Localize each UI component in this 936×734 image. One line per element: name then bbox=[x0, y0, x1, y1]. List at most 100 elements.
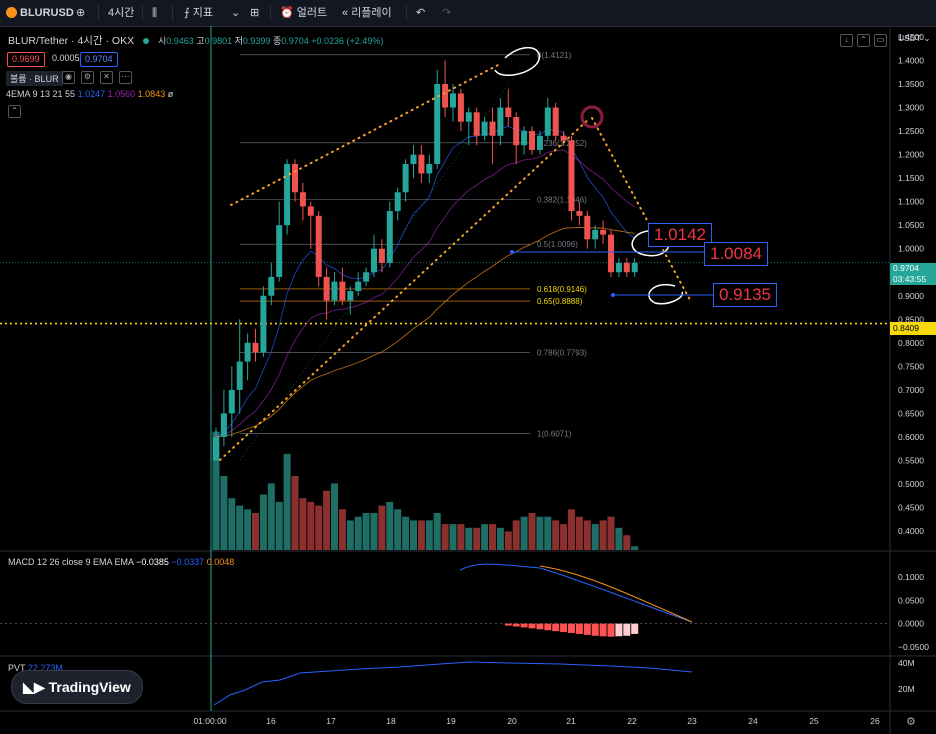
down-trend-line bbox=[591, 117, 691, 301]
currency-label[interactable]: USDT ⌄ bbox=[898, 33, 931, 43]
alert-button[interactable]: ⏰ 얼러트 bbox=[280, 7, 328, 19]
candle-body bbox=[600, 229, 607, 235]
macd-histogram-bar bbox=[583, 623, 591, 635]
callout-2[interactable]: 1.0084 bbox=[704, 242, 768, 266]
candle-body bbox=[623, 262, 630, 273]
volume-bar bbox=[212, 431, 220, 550]
candle-body bbox=[434, 84, 441, 165]
callout-3[interactable]: 0.9135 bbox=[713, 283, 777, 307]
y-tick-label: 0.4500 bbox=[898, 502, 924, 512]
candle-body bbox=[552, 107, 559, 136]
macd-histogram-bar bbox=[528, 623, 536, 629]
y-tick-label: 0.9000 bbox=[898, 291, 924, 301]
volume-bar bbox=[623, 535, 631, 550]
maximize-pane-icon[interactable]: ▭ bbox=[874, 34, 887, 47]
y-tick-label: 1.3000 bbox=[898, 103, 924, 113]
ema-line bbox=[215, 125, 635, 438]
add-symbol-icon[interactable]: ⊕ bbox=[76, 7, 86, 19]
volume-bar bbox=[433, 513, 441, 550]
volume-bar bbox=[252, 513, 259, 550]
macd-histogram-bar bbox=[544, 623, 552, 631]
templates-icon[interactable]: ⊞ bbox=[250, 7, 260, 19]
more-icon[interactable]: ⋯ bbox=[119, 71, 132, 84]
candle-body bbox=[315, 215, 322, 277]
candle-body bbox=[331, 281, 338, 301]
replay-button[interactable]: « 리플레이 bbox=[342, 7, 392, 19]
indicators-button[interactable]: ⨍ 지표 bbox=[184, 7, 214, 19]
handwritten-mark bbox=[648, 283, 683, 305]
macd-histogram-bar bbox=[607, 623, 615, 637]
ask-price[interactable]: 0.9704 bbox=[80, 52, 118, 67]
macd-histogram-bar bbox=[536, 623, 544, 630]
candle-body bbox=[442, 84, 449, 108]
x-tick-label: 26 bbox=[870, 716, 880, 726]
chart-legend: BLUR/Tether · 4시간 · OKX 시0.9463 고0.9801 … bbox=[8, 33, 383, 48]
y-tick-label: 0.8000 bbox=[898, 338, 924, 348]
settings-icon[interactable]: ⚙ bbox=[81, 71, 94, 84]
candle-body bbox=[529, 131, 535, 150]
settings-gear-icon[interactable]: ⚙ bbox=[906, 716, 916, 728]
volume-bar bbox=[465, 527, 473, 550]
undo-icon[interactable]: ↶ bbox=[416, 7, 426, 19]
tv-logo-icon: ◣▶ bbox=[23, 679, 45, 695]
market-dot-icon bbox=[143, 38, 150, 44]
candle-body bbox=[521, 131, 528, 146]
volume-bar bbox=[631, 546, 639, 550]
candle-body bbox=[213, 436, 219, 461]
macd-tick-label: 0.0000 bbox=[898, 619, 924, 629]
y-tick-label: 0.5500 bbox=[898, 455, 924, 465]
volume-bar bbox=[417, 520, 425, 550]
candle-body bbox=[584, 215, 591, 240]
fib-label: 0.382(1.1046) bbox=[537, 196, 587, 205]
volume-bar bbox=[591, 524, 599, 550]
volume-bar bbox=[291, 476, 299, 550]
volume-bar bbox=[449, 524, 457, 550]
ohlc-readout: 시0.9463 고0.9801 저0.9399 종0.9704 +0.0236 … bbox=[157, 36, 384, 46]
macd-histogram-bar bbox=[615, 623, 623, 637]
move-down-icon[interactable]: ↓ bbox=[840, 34, 853, 47]
y-tick-label: 0.5000 bbox=[898, 479, 924, 489]
candle-body bbox=[386, 211, 393, 263]
x-tick-label: 19 bbox=[446, 716, 456, 726]
chevron-down-icon[interactable]: ⌄ bbox=[231, 7, 241, 19]
macd-histogram-bar bbox=[631, 623, 639, 634]
volume-bar bbox=[552, 520, 560, 550]
callout-anchor bbox=[510, 250, 514, 254]
volume-bar bbox=[307, 501, 315, 550]
lower-trend-line bbox=[219, 117, 591, 461]
symbol-search[interactable]: BLURUSD bbox=[6, 0, 74, 26]
candle-body bbox=[560, 135, 567, 141]
volume-bar bbox=[575, 516, 583, 550]
candle-body bbox=[378, 248, 385, 263]
volume-bar bbox=[520, 516, 528, 550]
x-tick-label: 23 bbox=[687, 716, 697, 726]
volume-bar bbox=[568, 509, 575, 550]
collapse-legend-icon[interactable]: ⌃ bbox=[8, 105, 21, 118]
callout-anchor bbox=[611, 293, 615, 297]
interval-button[interactable]: 4시간 bbox=[108, 7, 135, 19]
macd-histogram-bar bbox=[623, 623, 631, 636]
volume-bar bbox=[394, 509, 402, 550]
close-icon[interactable]: ✕ bbox=[100, 71, 113, 84]
horizontal-line-tag[interactable]: 0.8409 bbox=[890, 322, 936, 335]
candle-type-icon[interactable]: ⫼ bbox=[152, 7, 158, 19]
macd-histogram-bar bbox=[560, 623, 568, 633]
tradingview-logo[interactable]: ◣▶ TradingView bbox=[11, 670, 143, 704]
candle-body bbox=[418, 154, 425, 174]
eye-icon[interactable]: ◉ bbox=[62, 71, 75, 84]
candle-body bbox=[505, 107, 512, 117]
volume-bar bbox=[323, 490, 331, 550]
macd-histogram-bar bbox=[591, 623, 599, 636]
volume-bar bbox=[220, 476, 228, 550]
pvt-legend: PVT 22.273M bbox=[8, 663, 63, 673]
x-tick-label: 01:00:00 bbox=[193, 716, 226, 726]
redo-icon[interactable]: ↷ bbox=[442, 7, 452, 19]
bid-price[interactable]: 0.9699 bbox=[7, 52, 45, 67]
callout-1[interactable]: 1.0142 bbox=[648, 223, 712, 247]
y-tick-label: 1.1500 bbox=[898, 173, 924, 183]
candle-body bbox=[576, 211, 583, 216]
handwritten-mark bbox=[631, 230, 669, 257]
collapse-pane-icon[interactable]: ⌃ bbox=[857, 34, 870, 47]
x-tick-label: 25 bbox=[809, 716, 819, 726]
